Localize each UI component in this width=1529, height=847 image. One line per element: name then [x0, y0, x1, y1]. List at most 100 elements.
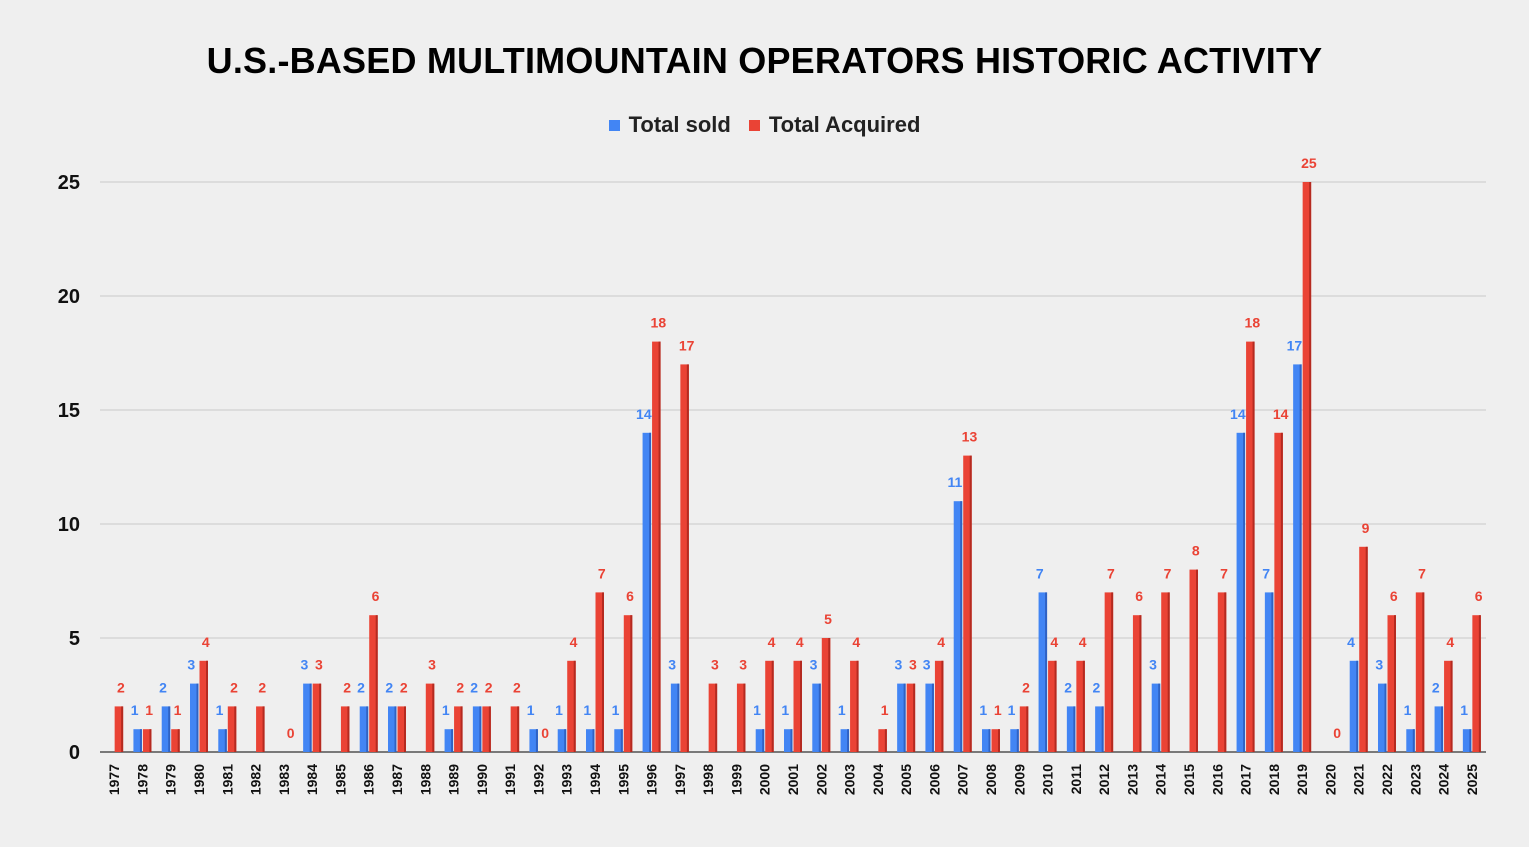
x-tick-label: 1983 [276, 764, 292, 795]
data-label-total-acquired: 7 [598, 565, 606, 581]
bar-total-sold [557, 729, 567, 752]
bar-shade-total-acquired [1224, 592, 1227, 752]
data-label-total-sold: 1 [131, 702, 139, 718]
bar-total-acquired [567, 660, 576, 752]
bar-shade-total-sold [1412, 729, 1415, 752]
data-label-total-sold: 1 [979, 702, 987, 718]
data-label-total-acquired: 4 [1079, 634, 1087, 650]
bar-total-acquired [227, 706, 237, 752]
x-tick-label: 2003 [842, 764, 858, 795]
bar-shade-total-acquired [149, 729, 152, 752]
bar-total-acquired [1132, 615, 1142, 752]
bar-total-sold [529, 729, 538, 752]
x-tick-label: 2005 [898, 764, 914, 795]
legend-label-total-acquired: Total Acquired [768, 112, 921, 137]
x-tick-label: 1984 [304, 764, 320, 795]
bar-shade-total-sold [762, 729, 765, 752]
bar-shade-total-acquired [1365, 546, 1368, 752]
bar-total-acquired [1076, 660, 1085, 752]
bar-shade-total-sold [168, 706, 171, 752]
data-label-total-sold: 3 [1149, 657, 1157, 673]
bar-shade-total-acquired [771, 660, 774, 752]
bar-total-sold [1066, 706, 1076, 752]
x-tick-label: 1980 [191, 764, 207, 795]
bar-shade-total-acquired [262, 706, 265, 752]
bar-shade-total-acquired [1111, 592, 1114, 752]
bar-shade-total-sold [818, 683, 821, 752]
bar-total-acquired [595, 592, 604, 752]
bar-shade-total-sold [479, 706, 482, 752]
data-label-total-acquired: 2 [456, 679, 464, 695]
data-label-total-acquired: 4 [937, 634, 945, 650]
bar-shade-total-acquired [715, 683, 718, 752]
bar-total-sold [812, 683, 821, 752]
x-tick-label: 2016 [1209, 764, 1225, 795]
bar-total-acquired [1246, 341, 1255, 752]
bar-shade-total-acquired [941, 660, 944, 752]
bar-shade-total-sold [535, 729, 538, 752]
data-label-total-acquired: 1 [994, 702, 1002, 718]
x-tick-label: 1995 [615, 764, 631, 795]
legend: Total sold Total Acquired [0, 112, 1529, 138]
bar-total-acquired [397, 706, 406, 752]
bar-shade-total-acquired [1309, 182, 1312, 752]
bar-shade-total-sold [1299, 364, 1302, 752]
bar-shade-total-acquired [488, 706, 491, 752]
bar-shade-total-sold [1441, 706, 1444, 752]
data-label-total-acquired: 1 [174, 702, 182, 718]
data-label-total-sold: 11 [948, 474, 963, 490]
bar-shade-total-sold [790, 729, 793, 752]
x-tick-label: 1994 [587, 764, 603, 795]
data-label-total-sold: 3 [187, 657, 195, 673]
bar-total-acquired [1048, 660, 1057, 752]
bar-total-sold [1293, 364, 1302, 752]
bar-total-acquired [906, 683, 916, 752]
data-label-total-acquired: 25 [1301, 155, 1317, 171]
bar-shade-total-sold [1356, 660, 1359, 752]
data-label-total-acquired: 6 [372, 588, 380, 604]
x-tick-label: 2004 [870, 764, 886, 795]
data-label-total-acquired: 2 [400, 679, 408, 695]
x-tick-label: 1991 [502, 764, 518, 795]
data-label-total-acquired: 4 [1446, 634, 1454, 650]
x-tick-label: 2010 [1040, 764, 1056, 795]
bar-shade-total-sold [366, 706, 369, 752]
bar-shade-total-acquired [1450, 660, 1453, 752]
data-label-total-acquired: 3 [739, 657, 747, 673]
bar-shade-total-acquired [121, 706, 124, 752]
bar-total-acquired [1387, 615, 1396, 752]
bar-shade-total-sold [677, 683, 680, 752]
x-tick-label: 2019 [1294, 764, 1310, 795]
data-label-total-sold: 3 [894, 657, 902, 673]
bar-shade-total-acquired [1422, 592, 1425, 752]
data-label-total-sold: 17 [1287, 337, 1303, 353]
bar-shade-total-acquired [347, 706, 350, 752]
data-label-total-acquired: 5 [824, 611, 832, 627]
data-label-total-sold: 1 [838, 702, 846, 718]
bar-total-sold [1095, 706, 1104, 752]
legend-item-total-acquired: Total Acquired [748, 112, 921, 138]
data-label-total-acquired: 18 [651, 315, 667, 331]
bar-total-acquired [340, 706, 350, 752]
bar-shade-total-acquired [234, 706, 237, 752]
bar-total-sold [1264, 592, 1274, 752]
bar-total-acquired [1472, 615, 1481, 752]
data-label-total-acquired: 3 [315, 657, 323, 673]
bar-shade-total-acquired [1478, 615, 1481, 752]
bar-shade-total-acquired [460, 706, 463, 752]
bar-total-acquired [114, 706, 124, 752]
x-tick-label: 2020 [1322, 764, 1338, 795]
data-label-total-acquired: 2 [485, 679, 493, 695]
bar-shade-total-acquired [517, 706, 520, 752]
bar-shade-total-sold [931, 683, 934, 752]
bar-shade-total-sold [1271, 592, 1274, 752]
bar-total-acquired [454, 706, 463, 752]
bar-total-sold [614, 729, 623, 752]
x-tick-label: 2023 [1407, 764, 1423, 795]
x-tick-label: 1997 [672, 764, 688, 795]
x-tick-label: 1977 [106, 764, 122, 795]
data-label-total-acquired: 2 [258, 679, 266, 695]
bar-shade-total-acquired [1252, 341, 1255, 752]
data-label-total-sold: 2 [357, 679, 365, 695]
